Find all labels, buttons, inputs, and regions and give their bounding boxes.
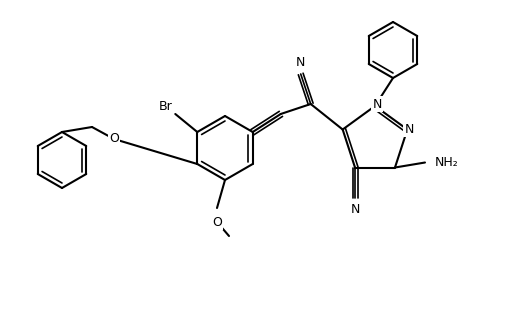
Text: N: N bbox=[296, 56, 305, 68]
Text: O: O bbox=[109, 133, 119, 146]
Text: NH₂: NH₂ bbox=[435, 156, 459, 169]
Text: N: N bbox=[405, 123, 414, 136]
Text: N: N bbox=[350, 203, 360, 216]
Text: O: O bbox=[212, 216, 222, 229]
Text: Br: Br bbox=[158, 100, 172, 113]
Text: N: N bbox=[373, 98, 382, 110]
